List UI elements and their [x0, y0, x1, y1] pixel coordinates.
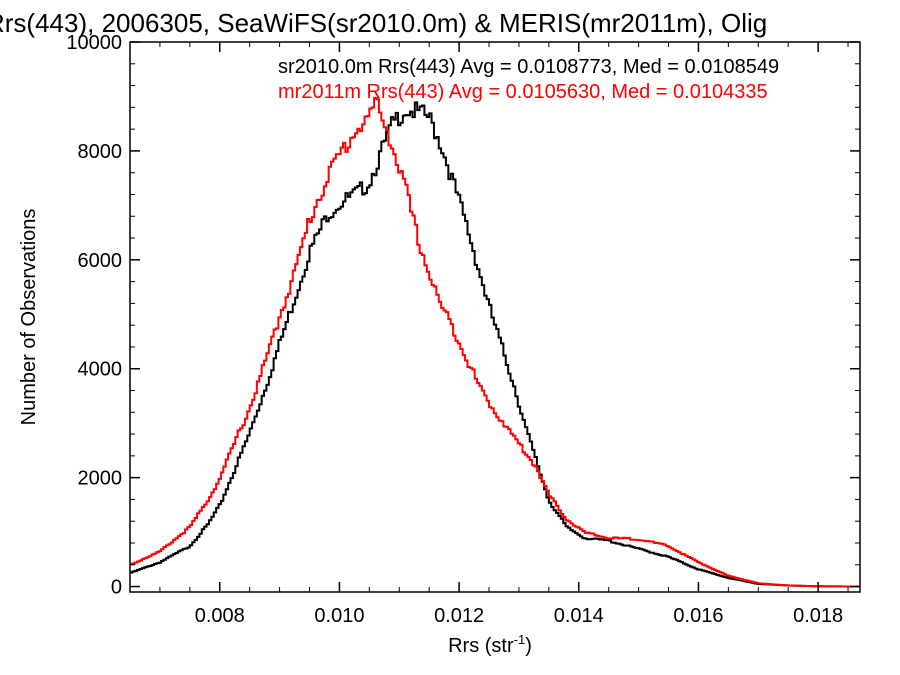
ticks-layer: [129, 41, 860, 592]
legend-entry: mr2011m Rrs(443) Avg = 0.0105630, Med = …: [278, 81, 768, 103]
legend-entry: sr2010.0m Rrs(443) Avg = 0.0108773, Med …: [278, 56, 779, 78]
chart-title-container: Rrs(443), 2006305, SeaWiFS(sr2010.0m) & …: [0, 8, 900, 48]
x-tick-label: 0.016: [673, 605, 723, 627]
y-axis-label: Number of Observations: [18, 209, 40, 426]
x-axis-label-superscript: -1: [514, 632, 526, 647]
x-axis-label: Rrs (str-1): [448, 632, 532, 657]
x-tick-label: 0.018: [793, 605, 843, 627]
x-tick-label: 0.010: [314, 605, 364, 627]
plot-frame: [129, 41, 861, 593]
y-tick-label: 10000: [66, 32, 122, 54]
y-tick-label: 8000: [78, 141, 123, 163]
x-axis-label-close: ): [525, 635, 532, 657]
series-line-mr2011: [130, 96, 860, 588]
legend: sr2010.0m Rrs(443) Avg = 0.0108773, Med …: [278, 56, 779, 103]
series-layer: [130, 96, 860, 588]
series-line-sr2010: [130, 101, 860, 588]
labels-layer: 0.008 0.010 0.012 0.014 0.016 0.018 0 2000 4000 6…: [66, 32, 843, 627]
x-tick-label: 0.014: [554, 605, 604, 627]
chart-title: Rrs(443), 2006305, SeaWiFS(sr2010.0m) & …: [0, 8, 768, 38]
x-tick-label: 0.008: [195, 605, 245, 627]
y-tick-label: 4000: [78, 359, 123, 381]
x-axis-label-main: Rrs (str: [448, 635, 514, 657]
y-tick-label: 0: [111, 577, 122, 599]
y-tick-label: 2000: [78, 468, 123, 490]
x-tick-label: 0.012: [434, 605, 484, 627]
y-tick-label: 6000: [78, 250, 123, 272]
